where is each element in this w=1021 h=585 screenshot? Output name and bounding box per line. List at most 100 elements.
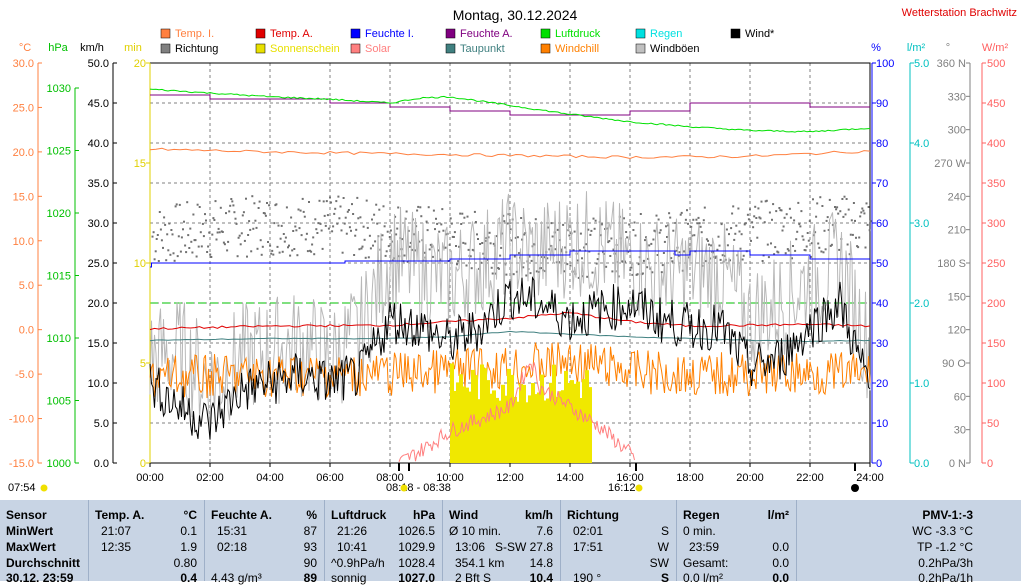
richtung-point (845, 198, 848, 200)
richtung-point (829, 244, 832, 247)
richtung-point (378, 208, 381, 211)
sunshine-bar (576, 381, 580, 463)
richtung-point (534, 218, 537, 221)
richtung-point (438, 230, 441, 233)
richtung-point (841, 198, 844, 200)
richtung-point (693, 234, 696, 237)
x-tick-label: 02:00 (196, 472, 224, 484)
legend-label: Sonnenschein (270, 43, 340, 55)
richtung-point (492, 242, 495, 245)
richtung-point (428, 248, 431, 251)
sunshine-bar (459, 374, 463, 463)
dir-axis-tick-label: 60 (954, 391, 966, 403)
richtung-point (715, 255, 718, 258)
richtung-point (651, 271, 654, 274)
dir-axis-tick-label: 150 (948, 291, 966, 303)
richtung-point (625, 231, 628, 233)
richtung-point (350, 229, 352, 232)
richtung-point (363, 238, 366, 241)
temp-axis-tick-label: 0.0 (19, 325, 34, 337)
richtung-point (513, 255, 516, 258)
richtung-point (213, 219, 216, 221)
hum-axis-tick-label: 90 (876, 98, 888, 110)
richtung-point (546, 257, 549, 260)
richtung-point (469, 255, 472, 258)
richtung-point (716, 248, 719, 251)
richtung-point (275, 203, 278, 206)
solar-axis-tick-label: 0 (987, 458, 993, 470)
pmv-trend3h: 0.2hPa/3h (918, 556, 973, 570)
richtung-point (281, 250, 284, 253)
richtung-point (325, 200, 328, 203)
regen-header: Regen (683, 508, 720, 522)
richtung-point (591, 271, 594, 274)
sunrise-range: 08:18 - 08:38 (386, 482, 451, 494)
richtung-point (543, 256, 546, 259)
richtung-point (214, 200, 217, 203)
richtung-point (351, 203, 353, 206)
richtung-point (734, 232, 737, 235)
richtung-point (180, 236, 183, 239)
richtung-point (731, 212, 734, 215)
richtung-point (653, 229, 656, 232)
sunshine-bar (585, 370, 589, 463)
richtung-point (695, 218, 698, 221)
richtung-current: S (660, 571, 669, 585)
richtung-point (730, 227, 733, 230)
richtung-point (819, 196, 822, 199)
wind-axis-tick-label: 45.0 (88, 98, 109, 110)
richtung-point (189, 227, 192, 230)
sunshine-bar (561, 390, 565, 463)
richtung-point (199, 231, 202, 234)
richtung-point (750, 239, 752, 242)
richtung-point (234, 217, 237, 220)
richtung-point (340, 229, 343, 232)
richtung-point (712, 251, 715, 254)
legend-label: Temp. I. (175, 28, 214, 40)
richtung-point (697, 216, 700, 219)
sun-axis-tick-label: 0 (140, 458, 146, 470)
richtung-point (499, 254, 502, 257)
sunshine-bar (552, 364, 556, 463)
richtung-point (314, 218, 317, 221)
richtung-point (283, 240, 286, 243)
richtung-point (287, 246, 289, 249)
pmv-taupunkt: TP -1.2 °C (917, 540, 973, 554)
richtung-point (195, 255, 198, 258)
regen-current: 0.0 (772, 571, 789, 585)
richtung-point (358, 248, 361, 251)
press-axis-tick-label: 1005 (47, 396, 71, 408)
feuchte-a-min-time: 15:31 (217, 524, 248, 538)
richtung-point (746, 213, 749, 216)
sunshine-bar (519, 384, 523, 463)
richtung-point (194, 239, 197, 242)
richtung-point (626, 236, 629, 239)
richtung-point (721, 254, 724, 257)
temp-a-avg: 0.80 (173, 556, 197, 570)
richtung-point (252, 227, 255, 230)
richtung-point (500, 246, 503, 249)
feuchte-a-unit: % (306, 508, 317, 522)
richtung-point (251, 195, 254, 198)
dir-unit-label: ° (946, 42, 950, 54)
richtung-point (289, 254, 292, 257)
luftdruck-header: Luftdruck (331, 508, 387, 522)
richtung-point (437, 249, 440, 252)
richtung-point (215, 238, 218, 241)
richtung-point (568, 234, 571, 237)
series-solar (398, 362, 635, 462)
richtung-point (806, 232, 809, 234)
richtung-point (867, 206, 870, 208)
x-tick-label: 06:00 (316, 472, 344, 484)
sunshine-bar (453, 391, 457, 463)
dir-axis-tick-label: 120 (948, 325, 966, 337)
richtung-point (271, 249, 274, 252)
richtung-point (631, 273, 634, 276)
richtung-point (825, 219, 828, 222)
richtung-point (154, 250, 157, 253)
richtung-point (221, 231, 224, 233)
richtung-point (306, 250, 309, 253)
richtung-point (207, 245, 210, 248)
sunshine-bar (462, 386, 466, 463)
wind-axis: 50.0 45.0 40.0 35.0 30.0 25.0 20.0 15.0 10.0 5.0 0… (88, 58, 117, 470)
